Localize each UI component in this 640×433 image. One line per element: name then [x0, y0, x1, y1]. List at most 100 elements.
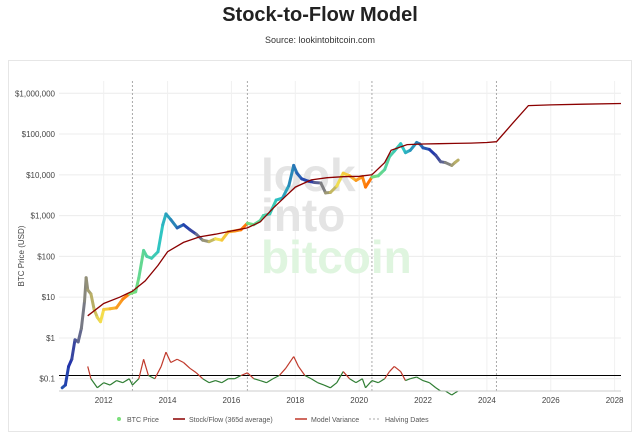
- series-layer: [60, 102, 622, 396]
- btc-price-segment: [79, 299, 87, 331]
- model-variance-segment: [195, 372, 204, 380]
- model-variance-segment: [221, 378, 229, 384]
- model-variance-segment: [132, 378, 140, 386]
- model-variance-segment: [165, 351, 172, 363]
- x-tick-label: 2012: [95, 396, 113, 405]
- x-tick-label: 2022: [414, 396, 432, 405]
- legend-item-model-variance[interactable]: Model Variance: [295, 417, 359, 424]
- model-variance-segment: [349, 378, 357, 384]
- stock-flow-line: [87, 102, 622, 317]
- btc-price-segment: [161, 212, 168, 227]
- model-variance-segment: [253, 378, 261, 382]
- model-variance-segment: [90, 378, 98, 389]
- model-variance-segment: [246, 372, 255, 380]
- model-variance-segment: [416, 376, 424, 382]
- btc-price-segment: [399, 142, 407, 155]
- watermark-line-1: look: [261, 149, 356, 201]
- legend-item-btc-price[interactable]: BTC Price: [117, 417, 159, 424]
- btc-price-segment: [383, 155, 391, 172]
- btc-price-segment: [114, 297, 125, 310]
- model-variance-segment: [361, 378, 367, 388]
- model-variance-segment: [259, 380, 267, 384]
- model-variance-segment: [208, 380, 216, 384]
- model-variance-segment: [451, 392, 456, 396]
- model-variance-segment: [384, 371, 390, 380]
- x-tick-label: 2026: [542, 396, 560, 405]
- x-tick-label: 2024: [478, 396, 496, 405]
- y-tick-label: $1: [46, 334, 55, 343]
- model-variance-segment: [378, 378, 386, 384]
- btc-price-segment: [99, 307, 106, 324]
- model-variance-segment: [304, 374, 312, 380]
- model-variance-segment: [285, 356, 295, 369]
- legend-label-btc-price: BTC Price: [127, 417, 159, 424]
- model-variance-segment: [389, 366, 395, 372]
- model-variance-segment: [215, 380, 223, 384]
- x-tick-label: 2016: [223, 396, 241, 405]
- model-variance-segment: [148, 374, 156, 380]
- watermark: look into bitcoin: [261, 149, 412, 283]
- model-variance-segment: [154, 366, 162, 380]
- btc-price-segment: [76, 327, 83, 344]
- btc-price-segment: [335, 171, 345, 188]
- model-variance-segment: [317, 382, 325, 386]
- x-tick-label: 2020: [350, 396, 368, 405]
- btc-price-segment: [156, 223, 165, 254]
- model-variance-segment: [310, 378, 318, 384]
- model-variance-segment: [342, 371, 351, 380]
- y-tick-label: $1,000,000: [15, 89, 56, 98]
- model-variance-segment: [278, 367, 287, 376]
- model-variance-segment: [410, 376, 417, 380]
- legend-label-stock-flow: Stock/Flow (365d average): [189, 417, 273, 424]
- model-variance-segment: [266, 378, 274, 384]
- model-variance-segment: [116, 380, 124, 384]
- x-tick-label: 2028: [606, 396, 624, 405]
- model-variance-segment: [170, 358, 178, 364]
- model-variance-segment: [400, 371, 406, 381]
- model-variance-segment: [330, 382, 338, 389]
- model-variance-segment: [272, 374, 280, 380]
- legend-swatch-btc-price: [117, 417, 121, 421]
- y-tick-label: $10,000: [26, 171, 55, 180]
- stock-to-flow-chart: look into bitcoin $0.1 $1 $10 $100 $1,000 $10…: [15, 81, 624, 424]
- btc-price-segment: [364, 175, 374, 189]
- model-variance-segment: [143, 359, 149, 376]
- btc-price-segment: [84, 276, 90, 292]
- model-variance-segment: [293, 356, 300, 367]
- btc-price-segment: [220, 230, 230, 242]
- btc-price-segment: [453, 158, 460, 165]
- model-variance-segment: [96, 382, 105, 389]
- btc-price-segment: [89, 292, 96, 311]
- model-variance-segment: [240, 372, 248, 377]
- model-variance-segment: [202, 378, 210, 384]
- x-tick-label: 2014: [159, 396, 177, 405]
- model-variance-segment: [128, 378, 133, 386]
- model-variance-segment: [445, 390, 453, 396]
- model-variance-segment: [371, 380, 379, 384]
- legend-label-halving-dates: Halving Dates: [385, 417, 429, 424]
- btc-price-segment: [63, 364, 71, 387]
- btc-price-segment: [287, 163, 296, 187]
- grid-layer: [59, 81, 621, 391]
- model-variance-segment: [323, 384, 331, 389]
- legend-item-halving-dates[interactable]: Halving Dates: [369, 417, 429, 424]
- watermark-line-3: bitcoin: [261, 231, 412, 283]
- model-variance-segment: [405, 378, 411, 382]
- btc-price-segment: [328, 184, 339, 194]
- chart-title: Stock-to-Flow Model: [222, 4, 418, 26]
- btc-price-segment: [268, 198, 278, 216]
- watermark-line-2: into: [261, 189, 345, 241]
- legend-label-model-variance: Model Variance: [311, 417, 359, 424]
- model-variance-segment: [183, 362, 191, 369]
- model-variance-segment: [393, 365, 402, 373]
- model-variance-segment: [138, 359, 145, 379]
- model-variance-segment: [234, 374, 242, 380]
- model-variance-segment: [297, 366, 306, 376]
- legend-item-stock-flow[interactable]: Stock/Flow (365d average): [173, 417, 273, 424]
- model-variance-segment: [87, 366, 92, 379]
- model-variance-segment: [365, 380, 373, 389]
- btc-price-segment: [150, 250, 160, 260]
- chart-subtitle: Source: lookintobitcoin.com: [264, 35, 376, 45]
- chart-frame: look into bitcoin $0.1 $1 $10 $100 $1,000 $10…: [8, 60, 632, 432]
- model-variance-segment: [422, 380, 430, 384]
